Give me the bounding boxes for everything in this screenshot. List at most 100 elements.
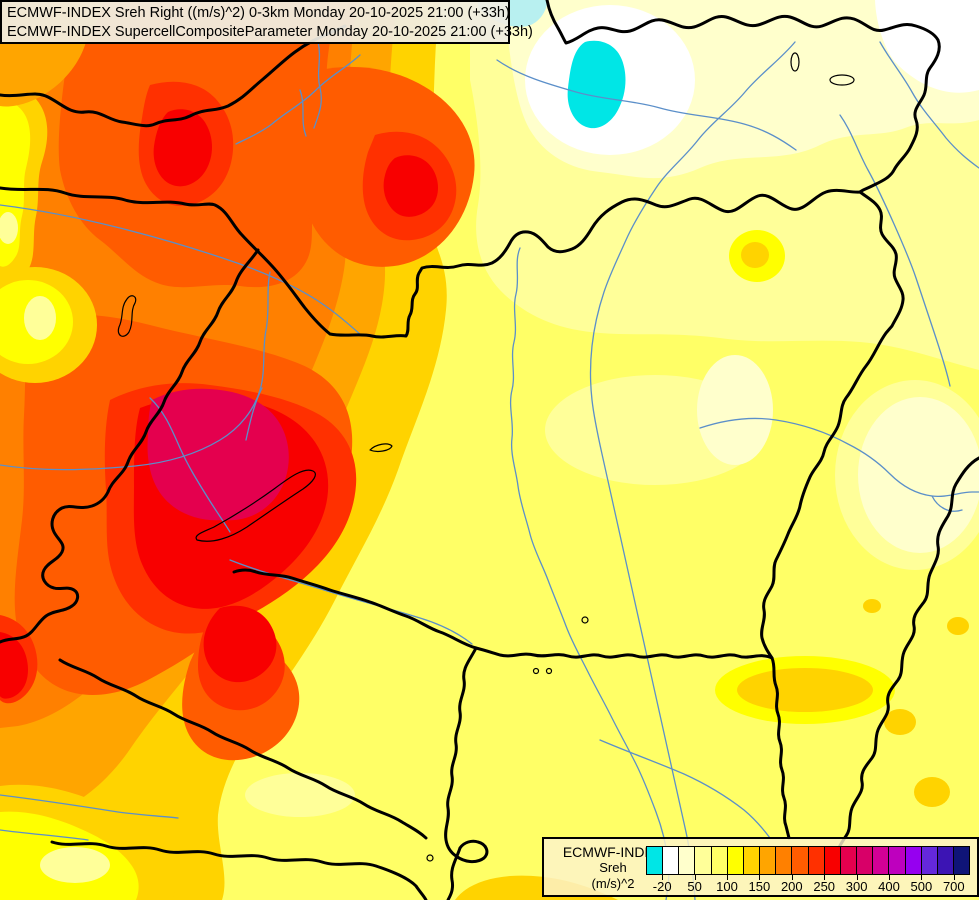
legend-tick-label: 300: [845, 879, 868, 894]
legend-tick-label: 250: [813, 879, 836, 894]
river: [589, 41, 796, 900]
legend-color-cell: [905, 847, 922, 874]
contour-region-white-corner: [875, 0, 979, 93]
legend-tick-mark: [727, 875, 728, 880]
river: [599, 739, 771, 839]
country-border: [545, 0, 941, 194]
lake-outline: [369, 443, 393, 452]
river: [149, 397, 231, 533]
lake-outline: [532, 667, 540, 675]
river: [699, 417, 979, 498]
country-border: [58, 658, 428, 840]
legend-color-cell: [760, 847, 777, 874]
legend-tick-mark: [953, 875, 955, 880]
contour-region-red-nw: [153, 109, 212, 187]
contour-region-red-left-spike: [0, 632, 28, 699]
contour-region-red-upper-mid: [383, 155, 438, 217]
lake-outline: [790, 52, 800, 72]
legend-color-cell: [743, 847, 761, 874]
title-line-1: ECMWF-INDEX Sreh Right ((m/s)^2) 0-3km M…: [7, 5, 510, 21]
legend-color-cell: [647, 847, 664, 874]
legend-units: (m/s)^2: [591, 876, 635, 891]
contour-patch-nw-amber-corner: [0, 42, 86, 107]
legend-tick-label: 50: [687, 879, 702, 894]
legend-color-cell: [679, 847, 696, 874]
river: [0, 204, 363, 337]
legend-tick-label: -20: [652, 879, 672, 894]
legend-color-cell: [663, 847, 680, 874]
lake-neusiedl-outline: [117, 295, 137, 337]
legend-color-cell: [937, 847, 954, 874]
country-border: [0, 248, 260, 644]
river: [0, 271, 271, 471]
contour-patch-se-gold-spot3: [947, 617, 969, 635]
legend-tick-label: 100: [716, 879, 738, 894]
rivers-layer: [0, 41, 979, 900]
legend-tick-mark: [856, 875, 858, 880]
legend-color-cell: [840, 847, 858, 874]
legend-color-cell: [953, 847, 970, 874]
legend-tick-mark: [921, 875, 923, 880]
country-border: [0, 24, 347, 128]
contour-region-red-tongue: [203, 605, 277, 683]
river: [931, 495, 963, 512]
legend-tick-mark: [694, 875, 696, 880]
river: [313, 41, 322, 129]
contour-patch-left-pale-dot: [0, 212, 18, 244]
river: [0, 794, 179, 819]
lake-outline: [426, 854, 434, 862]
legend-tick-label: 200: [780, 879, 803, 894]
contour-patch-ne-gold-spot: [741, 242, 769, 268]
legend-color-cell: [792, 847, 809, 874]
country-border: [760, 190, 905, 660]
title-line-2: ECMWF-INDEX SupercellCompositeParameter …: [7, 24, 533, 40]
contour-patch-se-gold-spot4: [863, 599, 881, 613]
legend-tick-label: 700: [942, 879, 965, 894]
legend-tick-mark: [791, 875, 793, 880]
contour-region-crimson-core: [147, 388, 289, 521]
contour-patch-se-gold-spot2: [914, 777, 950, 807]
legend-box: ECMWF-INDEX Sreh (m/s)^2 -20 50 100 150 200 2…: [542, 837, 979, 897]
river: [839, 114, 951, 387]
legend-color-cell: [776, 847, 793, 874]
lake-outline: [581, 616, 589, 624]
country-border: [0, 186, 862, 339]
river: [509, 247, 670, 900]
legend-tick-mark: [889, 875, 890, 880]
country-border: [770, 656, 791, 840]
country-border: [444, 646, 489, 900]
river: [299, 89, 307, 137]
river: [235, 54, 361, 145]
legend-color-cell: [921, 847, 938, 874]
contour-patch-sw-pale-dot: [40, 847, 110, 883]
country-border: [50, 840, 428, 900]
contour-region-pale-yellow-south: [245, 773, 355, 817]
legend-color-cell: [889, 847, 906, 874]
legend-color-cell: [695, 847, 712, 874]
contour-patch-leftmid-pale-dot: [24, 296, 56, 340]
lakes-layer: [117, 52, 855, 862]
legend-color-cell: [711, 847, 728, 874]
legend-color-cell: [824, 847, 841, 874]
legend-tick-label: 500: [910, 879, 933, 894]
country-border: [834, 456, 979, 856]
river: [245, 387, 263, 441]
river: [0, 829, 89, 841]
legend-tick-label: 400: [878, 879, 900, 894]
lake-balaton-outline: [195, 469, 316, 542]
river: [496, 59, 797, 151]
contour-patch-se-gold-spot1: [884, 709, 916, 735]
title-box: ECMWF-INDEX Sreh Right ((m/s)^2) 0-3km M…: [0, 0, 533, 44]
lake-outline: [829, 74, 855, 86]
river: [879, 41, 979, 169]
contour-region-cyan: [567, 40, 626, 129]
legend-color-cell: [808, 847, 825, 874]
legend-title: ECMWF-INDEX: [562, 844, 664, 860]
legend-color-cell: [873, 847, 890, 874]
legend-parameter: Sreh: [599, 860, 627, 875]
legend-color-cell: [727, 847, 744, 874]
